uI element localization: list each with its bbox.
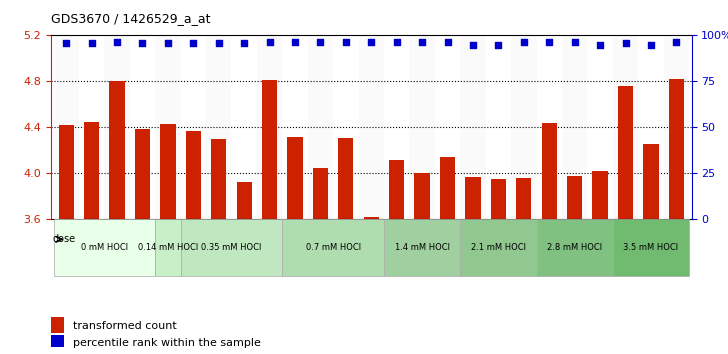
Bar bbox=[638, 35, 664, 219]
Point bbox=[670, 40, 682, 45]
Bar bbox=[58, 125, 74, 219]
Point bbox=[213, 41, 224, 46]
Text: 0 mM HOCl: 0 mM HOCl bbox=[81, 243, 128, 252]
Bar bbox=[130, 35, 155, 219]
Point bbox=[314, 40, 326, 45]
Bar bbox=[237, 182, 252, 219]
Point bbox=[645, 42, 657, 47]
Bar bbox=[211, 139, 226, 219]
Bar bbox=[440, 157, 455, 219]
Point bbox=[620, 41, 631, 46]
Point bbox=[264, 40, 275, 45]
Bar bbox=[206, 35, 232, 219]
Bar bbox=[409, 35, 435, 219]
Point bbox=[238, 41, 250, 46]
Bar bbox=[109, 81, 124, 219]
Point bbox=[543, 40, 555, 45]
Bar bbox=[262, 80, 277, 219]
Bar bbox=[562, 35, 587, 219]
FancyBboxPatch shape bbox=[155, 219, 181, 276]
Bar bbox=[313, 168, 328, 219]
Point bbox=[569, 40, 580, 45]
Bar bbox=[282, 35, 308, 219]
FancyBboxPatch shape bbox=[613, 219, 689, 276]
Point bbox=[442, 40, 454, 45]
Bar bbox=[664, 35, 689, 219]
Point bbox=[111, 40, 123, 45]
Bar bbox=[53, 35, 79, 219]
Bar bbox=[359, 35, 384, 219]
FancyBboxPatch shape bbox=[181, 219, 282, 276]
Bar bbox=[414, 173, 430, 219]
Bar bbox=[516, 178, 531, 219]
Text: 1.4 mM HOCl: 1.4 mM HOCl bbox=[395, 243, 450, 252]
Bar bbox=[384, 35, 409, 219]
Text: 2.1 mM HOCl: 2.1 mM HOCl bbox=[471, 243, 526, 252]
Point bbox=[518, 40, 530, 45]
Bar bbox=[389, 160, 404, 219]
Point bbox=[340, 40, 352, 45]
Text: 0.14 mM HOCl: 0.14 mM HOCl bbox=[138, 243, 198, 252]
Bar bbox=[160, 124, 175, 219]
Bar bbox=[587, 35, 613, 219]
Bar bbox=[181, 35, 206, 219]
Text: transformed count: transformed count bbox=[74, 321, 177, 331]
Bar bbox=[51, 335, 64, 350]
Bar bbox=[593, 171, 608, 219]
Point bbox=[365, 40, 377, 45]
Bar bbox=[542, 123, 557, 219]
Bar bbox=[567, 176, 582, 219]
Bar bbox=[669, 79, 684, 219]
Bar bbox=[51, 317, 64, 333]
Bar bbox=[339, 138, 354, 219]
Bar bbox=[308, 35, 333, 219]
Point bbox=[137, 41, 149, 46]
Bar bbox=[155, 35, 181, 219]
Bar bbox=[435, 35, 460, 219]
Bar bbox=[465, 177, 480, 219]
Bar bbox=[486, 35, 511, 219]
Point bbox=[162, 41, 174, 46]
Text: 2.8 mM HOCl: 2.8 mM HOCl bbox=[547, 243, 602, 252]
FancyBboxPatch shape bbox=[537, 219, 613, 276]
Bar bbox=[186, 131, 201, 219]
Bar bbox=[460, 35, 486, 219]
Point bbox=[60, 41, 72, 46]
FancyBboxPatch shape bbox=[53, 219, 155, 276]
Bar bbox=[333, 35, 359, 219]
Text: percentile rank within the sample: percentile rank within the sample bbox=[74, 338, 261, 348]
Point bbox=[289, 40, 301, 45]
Point bbox=[467, 42, 479, 47]
Bar bbox=[257, 35, 282, 219]
Text: 3.5 mM HOCl: 3.5 mM HOCl bbox=[623, 243, 678, 252]
Text: 0.7 mM HOCl: 0.7 mM HOCl bbox=[306, 243, 360, 252]
Point bbox=[594, 42, 606, 47]
FancyBboxPatch shape bbox=[384, 219, 460, 276]
Bar bbox=[288, 137, 303, 219]
Point bbox=[391, 40, 403, 45]
Bar bbox=[104, 35, 130, 219]
Bar bbox=[618, 86, 633, 219]
Bar bbox=[232, 35, 257, 219]
Bar bbox=[79, 35, 104, 219]
FancyBboxPatch shape bbox=[282, 219, 384, 276]
Point bbox=[86, 41, 98, 46]
Bar bbox=[511, 35, 537, 219]
Text: 0.35 mM HOCl: 0.35 mM HOCl bbox=[201, 243, 261, 252]
Text: GDS3670 / 1426529_a_at: GDS3670 / 1426529_a_at bbox=[51, 12, 210, 25]
Point bbox=[493, 42, 505, 47]
Bar bbox=[135, 129, 150, 219]
Bar bbox=[491, 179, 506, 219]
Bar bbox=[364, 217, 379, 219]
Bar bbox=[537, 35, 562, 219]
Bar bbox=[613, 35, 638, 219]
Point bbox=[416, 40, 428, 45]
Bar bbox=[644, 143, 659, 219]
Text: dose: dose bbox=[52, 234, 76, 244]
Point bbox=[188, 41, 199, 46]
FancyBboxPatch shape bbox=[460, 219, 537, 276]
Bar bbox=[84, 122, 99, 219]
